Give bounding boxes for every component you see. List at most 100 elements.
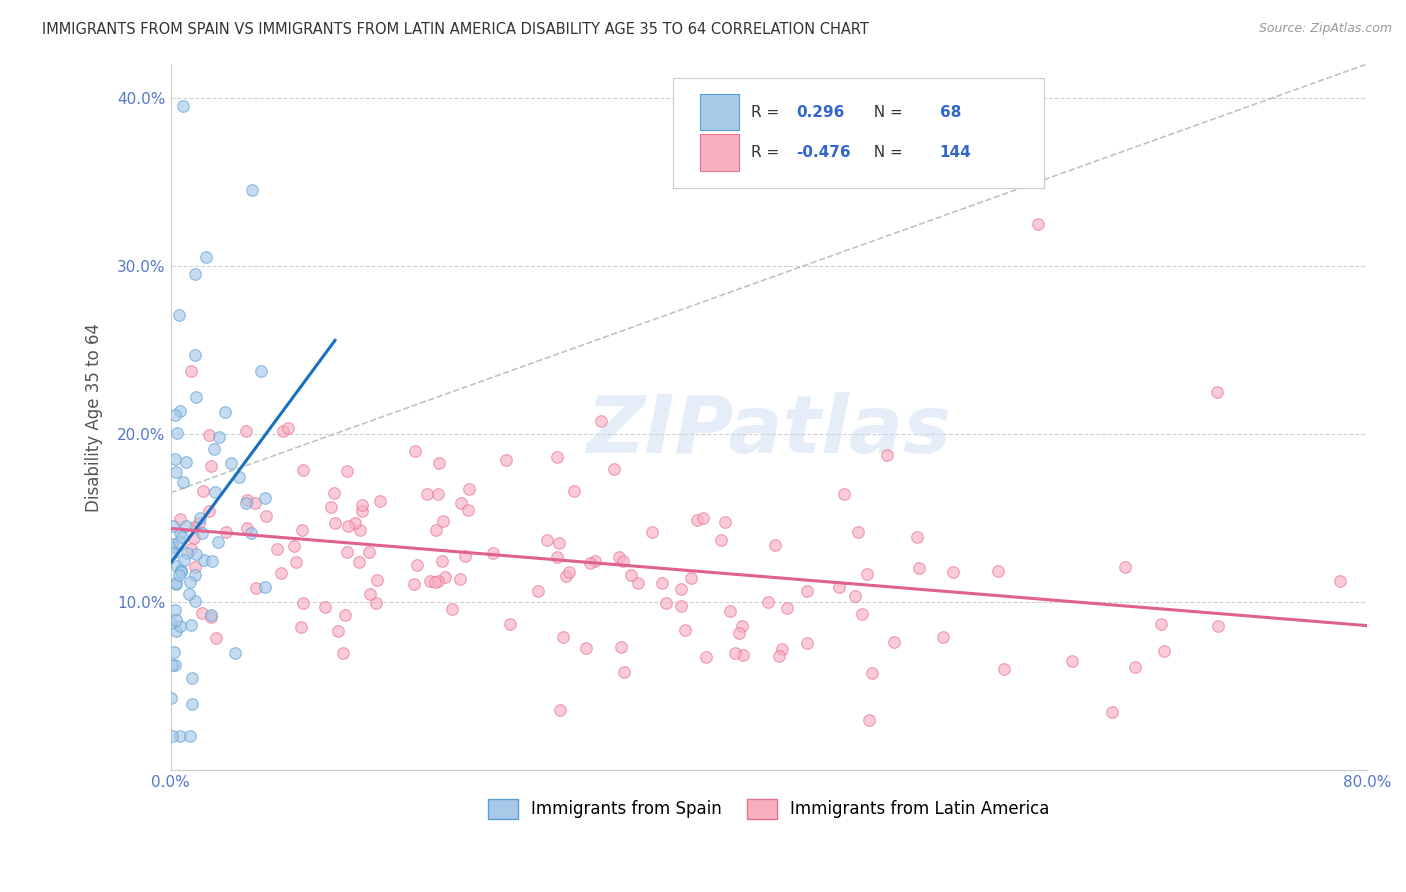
Point (191, 606, 214, 620)
Point (200, 458, 222, 473)
Point (214, 405, 236, 419)
Point (352, 504, 374, 518)
Point (669, 582, 692, 597)
Point (179, 730, 201, 744)
Point (198, 504, 221, 518)
Text: R =: R = (751, 145, 785, 160)
Point (591, 414, 613, 428)
Point (457, 482, 479, 496)
Point (450, 496, 472, 510)
Point (651, 576, 673, 591)
Point (692, 511, 714, 525)
Point (851, 607, 873, 622)
Point (1153, 643, 1175, 657)
Point (184, 390, 207, 404)
Point (183, 531, 205, 545)
Point (770, 641, 793, 656)
Point (727, 626, 749, 640)
Point (551, 630, 574, 644)
Text: ZIPatlas: ZIPatlas (586, 392, 952, 470)
Point (578, 557, 600, 571)
Point (347, 555, 370, 569)
Point (796, 635, 818, 649)
Point (219, 456, 242, 470)
Point (240, 183, 263, 197)
Point (344, 516, 367, 531)
Point (193, 553, 215, 567)
Point (359, 587, 381, 601)
Point (162, 519, 184, 533)
Point (673, 624, 696, 638)
Point (457, 503, 479, 517)
Point (160, 730, 183, 744)
Point (165, 577, 187, 591)
Point (270, 566, 292, 580)
Point (167, 535, 190, 549)
Point (162, 546, 184, 560)
Point (357, 545, 380, 559)
Point (1114, 559, 1136, 574)
Point (828, 580, 851, 594)
Point (160, 540, 183, 554)
Point (546, 450, 568, 464)
Point (170, 566, 193, 580)
Point (169, 563, 191, 577)
Point (253, 580, 276, 594)
Point (174, 519, 197, 533)
Point (536, 533, 558, 547)
Point (654, 597, 676, 611)
Point (562, 484, 585, 499)
Point (332, 646, 354, 660)
Point (200, 609, 222, 624)
Point (427, 487, 450, 501)
Point (679, 571, 702, 585)
Point (208, 430, 231, 444)
Point (610, 640, 633, 654)
Point (172, 99, 194, 113)
Point (190, 526, 212, 541)
Point (162, 658, 184, 673)
Point (180, 618, 202, 632)
Point (165, 465, 187, 479)
Point (160, 615, 183, 630)
Point (183, 520, 205, 534)
Point (731, 648, 754, 662)
Point (350, 498, 373, 512)
Point (404, 443, 426, 458)
Point (718, 604, 741, 618)
Point (236, 493, 259, 508)
Point (169, 730, 191, 744)
Point (710, 533, 733, 547)
Point (207, 535, 229, 549)
Point (322, 486, 344, 500)
Point (290, 620, 312, 634)
Point (204, 484, 226, 499)
Point (180, 364, 202, 378)
Point (188, 516, 211, 530)
Point (714, 515, 737, 529)
Point (876, 448, 898, 462)
Point (620, 567, 643, 582)
Point (558, 566, 581, 580)
Point (627, 576, 650, 591)
Point (184, 267, 207, 281)
Point (1206, 619, 1229, 633)
Point (176, 546, 198, 560)
Point (768, 649, 790, 664)
Point (165, 624, 187, 638)
Point (364, 596, 387, 610)
Point (173, 553, 195, 567)
Point (993, 662, 1015, 676)
Point (349, 523, 371, 537)
Point (416, 487, 439, 501)
Point (291, 596, 314, 610)
Point (277, 421, 299, 435)
Point (883, 635, 905, 649)
Point (858, 713, 880, 727)
Point (291, 523, 314, 537)
Point (180, 697, 202, 711)
Text: 0.296: 0.296 (796, 104, 845, 120)
Point (1150, 616, 1173, 631)
Point (160, 537, 183, 551)
Text: -0.476: -0.476 (796, 145, 851, 160)
